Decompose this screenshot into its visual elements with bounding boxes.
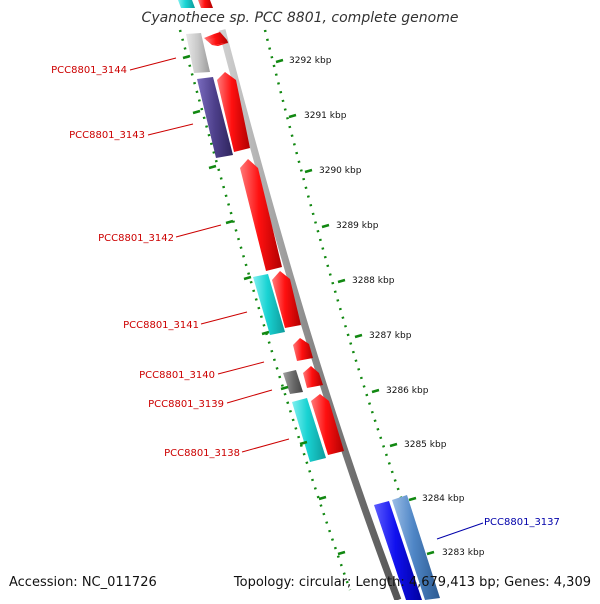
kbp-label: 3283 kbp xyxy=(442,548,485,558)
tick-marks-right xyxy=(275,58,435,556)
kbp-label: 3284 kbp xyxy=(422,494,465,504)
kbp-label: 3287 kbp xyxy=(369,331,412,341)
genome-backbone xyxy=(218,29,402,602)
gene-label-3143[interactable]: PCC8801_3143 xyxy=(69,130,145,141)
feature-3144-grey xyxy=(186,33,210,73)
gene-leader-lines xyxy=(129,57,290,453)
feature-3139-grey xyxy=(283,370,303,394)
kbp-label: 3285 kbp xyxy=(404,440,447,450)
gene-label-3137[interactable]: PCC8801_3137 xyxy=(484,517,560,528)
feature-3137-steelblue xyxy=(392,495,440,600)
gene-label-3141[interactable]: PCC8801_3141 xyxy=(123,320,199,331)
topology-text: Topology: circular; Length: 4,679,413 bp… xyxy=(233,575,591,590)
gene-3138-arrow xyxy=(311,394,344,455)
feature-top-cyan xyxy=(178,0,195,8)
gene-3137-arrow xyxy=(374,501,422,600)
gene-3142-arrow xyxy=(240,159,282,271)
feature-3143-purple xyxy=(197,77,233,158)
gene-3141-arrow xyxy=(272,271,301,328)
accession-text: Accession: NC_011726 xyxy=(9,575,157,590)
gene-3143-arrow xyxy=(217,72,250,152)
feature-3141-cyan xyxy=(253,274,285,335)
gene-3144-arrow xyxy=(204,32,228,46)
kbp-label: 3286 kbp xyxy=(386,386,429,396)
gene-3139-arrow xyxy=(303,366,323,388)
gene-label-3140[interactable]: PCC8801_3140 xyxy=(139,370,215,381)
kbp-label: 3291 kbp xyxy=(304,111,347,121)
kbp-label: 3292 kbp xyxy=(289,56,332,66)
gene-top-red xyxy=(198,0,213,8)
kbp-label: 3288 kbp xyxy=(352,276,395,286)
gene-leader-line-blue xyxy=(436,522,484,540)
tick-marks-left xyxy=(182,54,346,556)
gene-label-3144[interactable]: PCC8801_3144 xyxy=(51,65,127,76)
feature-3138-cyan xyxy=(292,398,326,462)
gene-labels: PCC8801_3144 PCC8801_3143 PCC8801_3142 P… xyxy=(51,65,560,528)
kbp-label: 3289 kbp xyxy=(336,221,379,231)
kbp-label: 3290 kbp xyxy=(319,166,362,176)
kbp-labels: 3292 kbp 3291 kbp 3290 kbp 3289 kbp 3288… xyxy=(289,56,485,558)
gene-3140-arrow xyxy=(293,338,313,361)
map-title: Cyanothece sp. PCC 8801, complete genome xyxy=(141,10,459,26)
gene-label-3142[interactable]: PCC8801_3142 xyxy=(98,233,174,244)
gene-label-3138[interactable]: PCC8801_3138 xyxy=(164,448,240,459)
gene-label-3139[interactable]: PCC8801_3139 xyxy=(148,399,224,410)
